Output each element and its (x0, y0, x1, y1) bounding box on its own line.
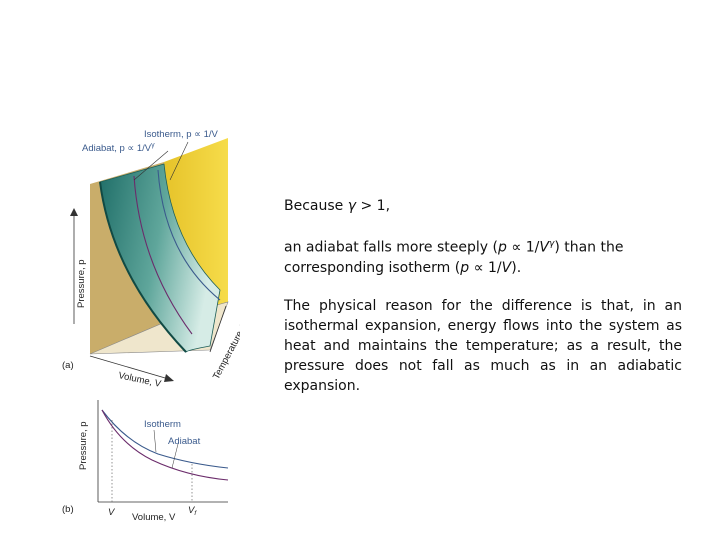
line3-a: corresponding isotherm ( (284, 259, 461, 276)
panel-a-label: (a) (62, 360, 74, 371)
b-adiabat-label: Adiabat (168, 436, 201, 447)
physical-reason-paragraph: The physical reason for the difference i… (284, 297, 682, 394)
figure-svg: Isotherm, p ∝ 1/V Adiabat, p ∝ 1/Vγ Pres… (62, 129, 240, 523)
b-pressure-label: Pressure, p (78, 421, 89, 470)
b-adiabat-curve (101, 409, 229, 481)
line2-p: p (497, 239, 507, 256)
adiabat-curve-3d (133, 175, 193, 335)
line2-gamma: γ (548, 239, 555, 249)
gamma-condition: Because γ > 1, (284, 196, 682, 216)
volume-arrow-icon (164, 374, 174, 382)
isotherm-leader (169, 141, 189, 181)
b-tick-vf: Vf (188, 505, 197, 517)
line3-c: ). (511, 259, 522, 276)
b-isotherm-leader (153, 429, 157, 453)
adiabat-label: Adiabat, p ∝ 1/Vγ (82, 142, 155, 154)
line1-prefix: Because (284, 198, 348, 214)
b-isotherm-curve (101, 409, 229, 469)
line3-p: p (460, 259, 470, 276)
b-tick-v: V (108, 507, 116, 518)
pressure-axis-label: Pressure, p (76, 259, 87, 308)
explanation-text: Because γ > 1, an adiabat falls more ste… (284, 196, 682, 396)
line2-a: an adiabat falls more steeply ( (284, 239, 498, 256)
b-adiabat-leader (171, 443, 179, 469)
line1-gamma: γ (347, 198, 357, 214)
line1-suffix: > 1, (356, 198, 391, 214)
pressure-arrow-icon (70, 208, 78, 216)
temperature-axis-line (209, 305, 227, 353)
b-volume-label: Volume, V (132, 512, 176, 523)
adiabat-isotherm-figure: Isotherm, p ∝ 1/V Adiabat, p ∝ 1/Vγ Pres… (60, 124, 240, 528)
line3-b: ∝ 1/ (469, 259, 502, 276)
volume-axis-line (89, 355, 173, 381)
isotherm-curve-3d (157, 169, 221, 301)
adiabat-leader (133, 150, 169, 181)
steepness-statement: an adiabat falls more steeply (p ∝ 1/Vγ)… (284, 234, 682, 278)
volume-axis-label: Volume, V (117, 370, 162, 390)
surface-edge (99, 181, 187, 353)
b-isotherm-label: Isotherm (144, 419, 181, 430)
line2-c: ) than the (554, 239, 624, 256)
panel-b-label: (b) (62, 504, 74, 515)
isotherm-label: Isotherm, p ∝ 1/V (144, 129, 219, 140)
line2-v: V (539, 239, 549, 256)
line2-b: ∝ 1/ (506, 239, 540, 256)
line3-v: V (501, 259, 512, 276)
